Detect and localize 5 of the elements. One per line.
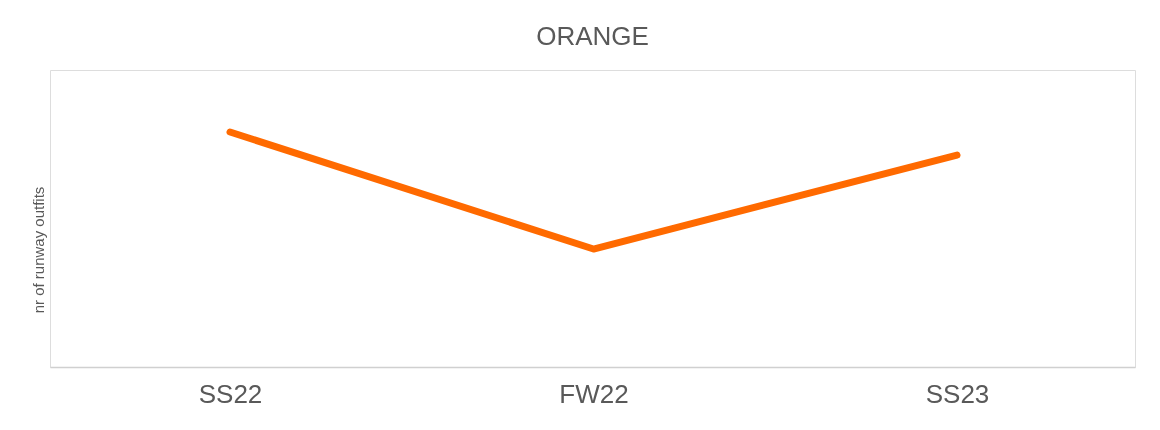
y-axis-title: nr of runway outfits [29,186,47,314]
x-tick-label: SS22 [198,378,263,409]
x-tick-label: FW22 [559,378,629,409]
chart-title: ORANGE [536,21,649,51]
x-tick-label: SS23 [925,378,990,409]
